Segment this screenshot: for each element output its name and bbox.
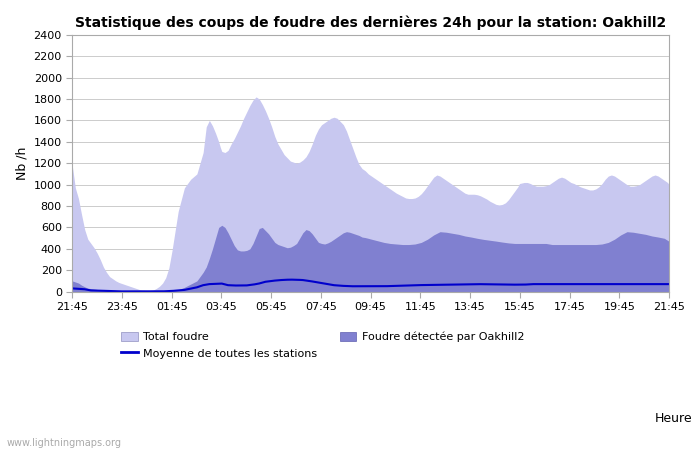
Legend: Total foudre, Moyenne de toutes les stations, Foudre détectée par Oakhill2: Total foudre, Moyenne de toutes les stat…	[117, 327, 529, 363]
Text: Heure: Heure	[654, 412, 692, 425]
Text: www.lightningmaps.org: www.lightningmaps.org	[7, 438, 122, 448]
Title: Statistique des coups de foudre des dernières 24h pour la station: Oakhill2: Statistique des coups de foudre des dern…	[75, 15, 666, 30]
Y-axis label: Nb /h: Nb /h	[15, 147, 28, 180]
